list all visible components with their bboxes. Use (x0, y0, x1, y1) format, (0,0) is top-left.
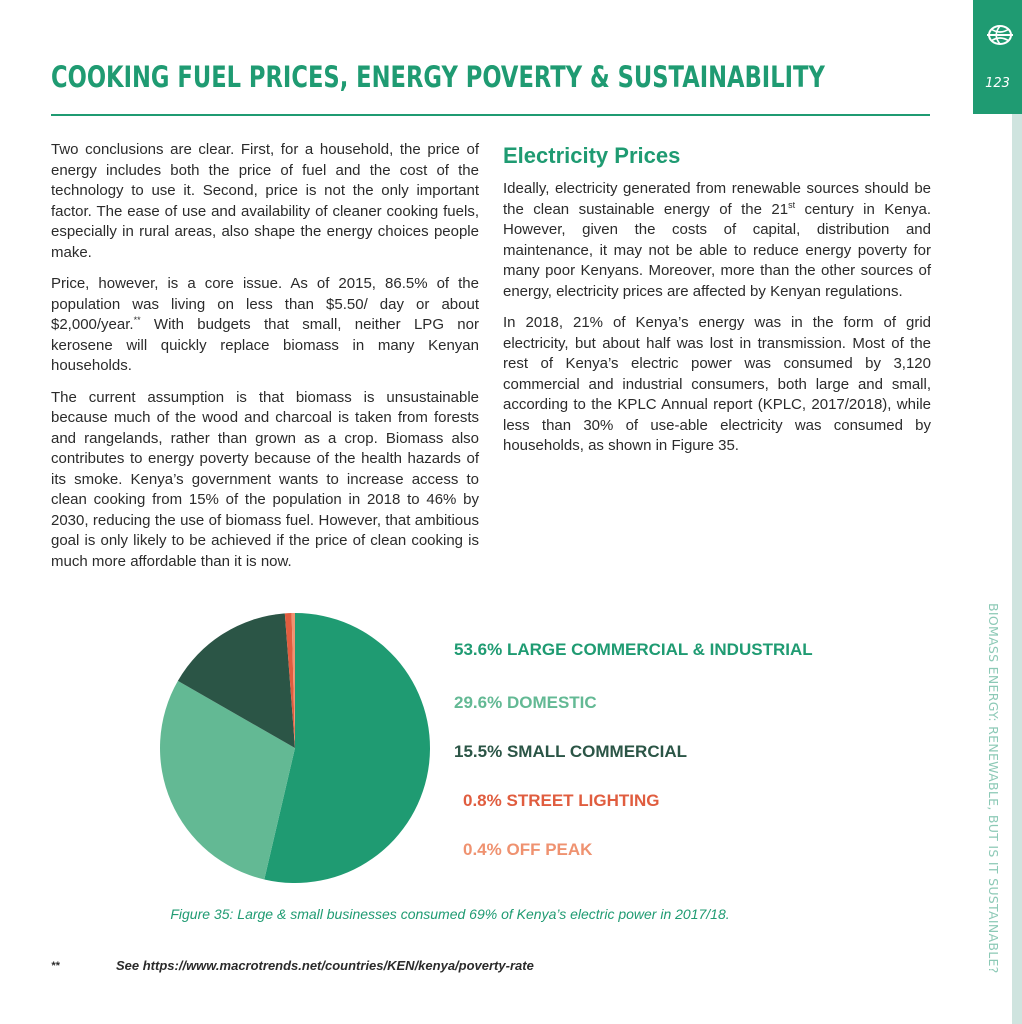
side-title: BIOMASS ENERGY: RENEWABLE, BUT IS IT SUS… (986, 603, 1001, 974)
right-column: Electricity Prices Ideally, electricity … (503, 141, 931, 468)
section-heading: Electricity Prices (503, 143, 681, 168)
footnote-mark: ** (51, 960, 60, 972)
page-title: COOKING FUEL PRICES, ENERGY POVERTY & SU… (51, 60, 825, 94)
page-tab (973, 0, 1022, 114)
legend-value: 53.6% (454, 640, 507, 659)
legend-value: 0.4% (463, 840, 507, 859)
pie-chart (160, 613, 430, 883)
legend-value: 0.8% (463, 791, 507, 810)
side-stripe (1012, 114, 1022, 1024)
paragraph-text: century in Kenya. However, given the cos… (503, 200, 931, 300)
legend-label: STREET LIGHTING (506, 791, 660, 810)
legend-label: LARGE COMMERCIAL & INDUSTRIAL (506, 640, 813, 659)
legend-label: DOMESTIC (506, 693, 597, 712)
left-column: Two conclusions are clear. First, for a … (51, 140, 479, 583)
pie-slice-small-commercial (177, 613, 295, 748)
legend-item: 29.6% DOMESTIC (454, 693, 597, 713)
paragraph: In 2018, 21% of Kenya’s energy was in th… (503, 314, 931, 454)
pie-slice-large-commercial-industrial (264, 613, 430, 883)
legend-value: 29.6% (454, 693, 507, 712)
globe-icon (987, 25, 1013, 45)
paragraph: The current assumption is that biomass i… (51, 388, 479, 570)
footnote-text: See https://www.macrotrends.net/countrie… (116, 958, 534, 973)
paragraph: Ideally, electricity generated from rene… (503, 179, 931, 302)
legend-item: 15.5% SMALL COMMERCIAL (454, 742, 687, 762)
figure-caption: Figure 35: Large & small businesses cons… (170, 906, 730, 922)
pie-slice-domestic (160, 680, 295, 880)
pie-slice-off-peak (291, 613, 295, 748)
footnote-reference: ** (133, 315, 141, 325)
paragraph-text: With budgets that small, neither LPG nor… (51, 316, 479, 374)
paragraph: Price, however, is a core issue. As of 2… (51, 274, 479, 377)
page-number: 123 (985, 76, 1010, 91)
legend-item: 53.6% LARGE COMMERCIAL & INDUSTRIAL (454, 640, 813, 660)
superscript: st (788, 199, 796, 210)
title-divider (51, 114, 930, 116)
legend-item: 0.8% STREET LIGHTING (463, 791, 659, 811)
paragraph-text: Ideally, electricity generated from rene… (503, 180, 931, 218)
legend-label: SMALL COMMERCIAL (506, 742, 687, 761)
pie-slice-street-lighting (284, 613, 295, 748)
legend-value: 15.5% (454, 742, 507, 761)
paragraph: Two conclusions are clear. First, for a … (51, 141, 479, 261)
legend-label: OFF PEAK (506, 840, 593, 859)
legend-item: 0.4% OFF PEAK (463, 840, 592, 860)
paragraph-text: Price, however, is a core issue. As of 2… (51, 275, 479, 333)
